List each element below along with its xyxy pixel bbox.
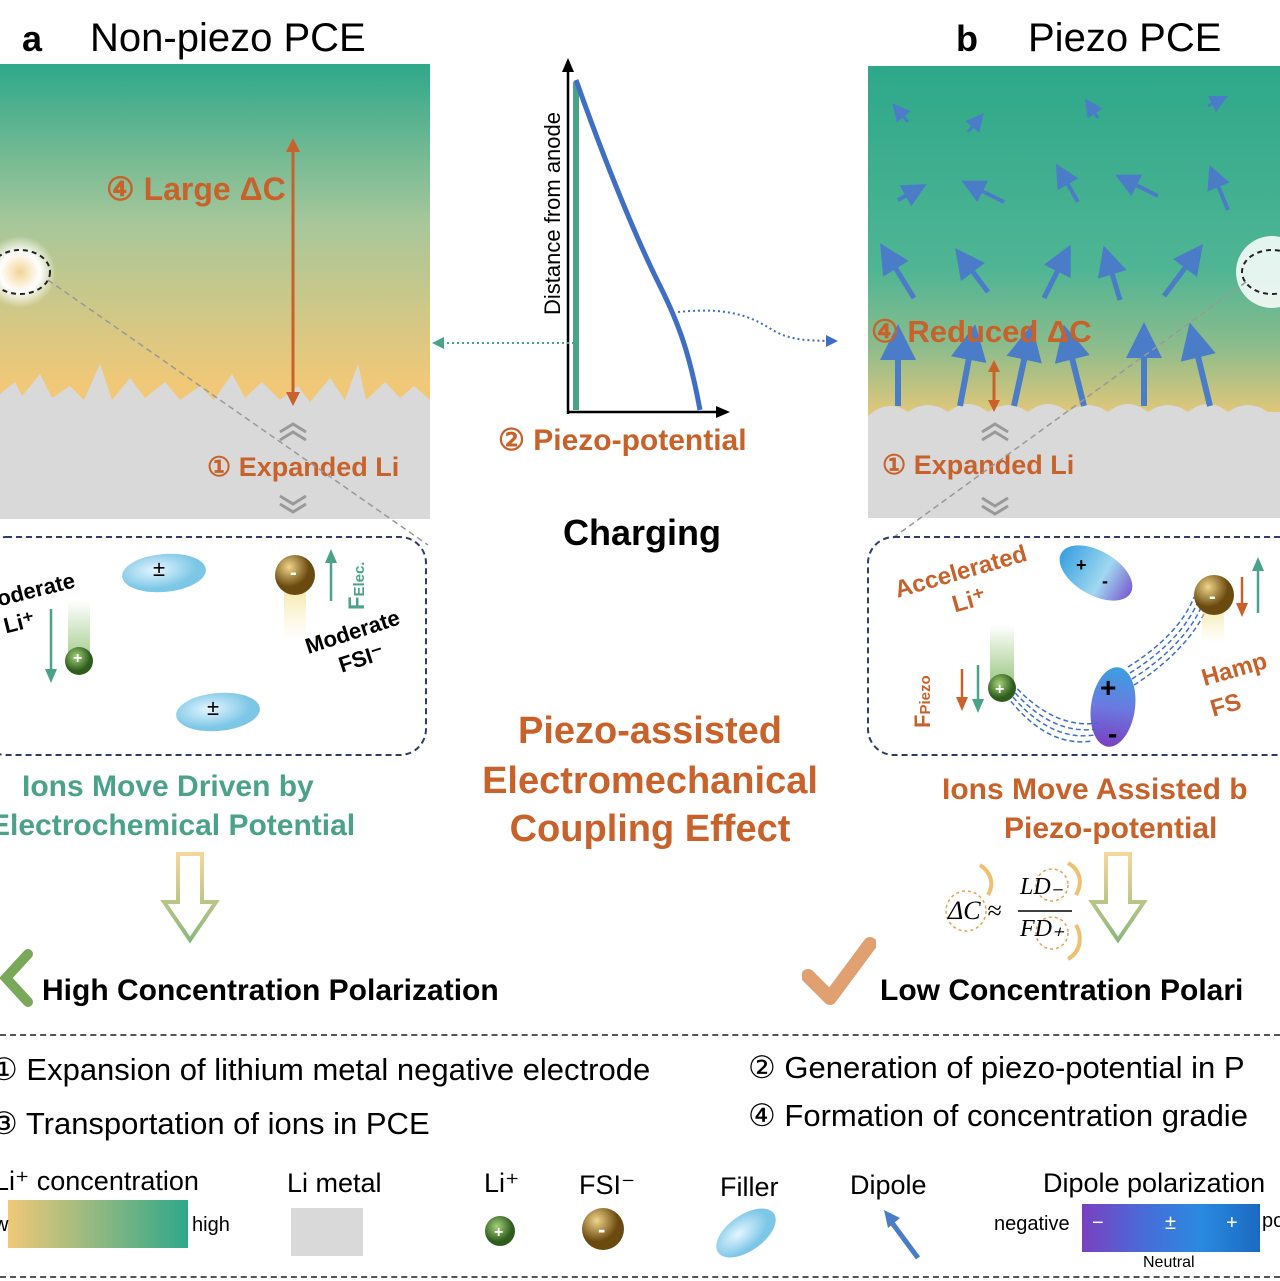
high-polarization-label: High Concentration Polarization <box>42 974 499 1007</box>
y-axis-label: Distance from anode <box>540 112 565 315</box>
legend-pm: ± <box>1165 1212 1176 1234</box>
piezo-curve <box>573 79 703 411</box>
caption-a-line1: Ions Move Driven by <box>22 770 314 803</box>
legend-fsi: FSI⁻ <box>579 1170 636 1200</box>
f-piezo-label: FPiezo <box>910 675 935 728</box>
charging-label: Charging <box>563 512 721 553</box>
formula-denominator: FD₊ <box>1020 916 1065 942</box>
panel-b-title: Piezo PCE <box>1028 16 1222 60</box>
legend-fsi-icon: - <box>582 1208 624 1250</box>
fsi-ion <box>275 555 315 595</box>
dipole-filler-large <box>1090 667 1136 747</box>
ion-inset-b: + - + - + - <box>867 536 1280 756</box>
legend-neutral: Neutral <box>1143 1254 1195 1271</box>
legend-filler-icon <box>716 1208 776 1258</box>
legend-negative: negative <box>994 1213 1070 1235</box>
li-ion <box>988 674 1016 702</box>
large-delta-c-label: ④ Large ΔC <box>106 171 286 207</box>
zoom-circle-a <box>0 249 51 295</box>
note-2: ② Generation of piezo-potential in P <box>748 1050 1245 1085</box>
down-arrow-b <box>1088 852 1148 944</box>
legend-high: high <box>192 1214 230 1236</box>
legend-li-ion-icon: + <box>485 1216 515 1246</box>
li-ion <box>65 647 93 675</box>
expanded-li-label-a: ① Expanded Li <box>207 452 400 482</box>
panel-b-letter: b <box>956 18 978 59</box>
fsi-ion <box>1194 575 1234 615</box>
formula-lhs: ΔC ≈ <box>948 896 1002 925</box>
svg-text:+: + <box>494 1224 503 1241</box>
piezo-potential-plot <box>562 58 730 418</box>
panel-a-title: Non-piezo PCE <box>90 16 366 60</box>
reduced-delta-c-label: ④ Reduced ΔC <box>871 314 1092 349</box>
caption-b-line2: Piezo-potential <box>1004 812 1218 845</box>
effect-line2: Electromechanical <box>482 760 818 802</box>
svg-text:+: + <box>1100 672 1116 703</box>
svg-text:-: - <box>1108 718 1117 749</box>
effect-line3: Coupling Effect <box>509 808 791 850</box>
svg-text:+: + <box>995 681 1004 698</box>
filler-symbol: ± <box>207 695 220 720</box>
legend-dipole: Dipole <box>850 1170 927 1200</box>
zoom-circle-b <box>1241 249 1280 295</box>
cross-mark-icon <box>0 949 33 1007</box>
legend-polarization-bar <box>1082 1204 1260 1252</box>
piezo-potential-label: ② Piezo-potential <box>498 424 747 457</box>
low-polarization-label: Low Concentration Polari <box>880 974 1244 1007</box>
note-1: ① Expansion of lithium metal negative el… <box>0 1052 651 1087</box>
caption-b-line1: Ions Move Assisted b <box>942 773 1248 806</box>
check-mark-icon <box>802 937 876 1005</box>
fsi-minus-sign: - <box>290 562 297 584</box>
legend-li-metal-swatch <box>291 1208 363 1256</box>
legend-low: w <box>0 1214 9 1236</box>
expanded-li-label-b: ① Expanded Li <box>882 450 1075 480</box>
panel-a-letter: a <box>22 18 43 59</box>
filler-symbol: ± <box>153 556 166 581</box>
legend-li-ion: Li⁺ <box>484 1168 520 1198</box>
svg-text:-: - <box>1209 586 1216 608</box>
down-arrow-a <box>160 852 220 944</box>
svg-text:+: + <box>1076 555 1087 575</box>
divider-top <box>0 1034 1280 1036</box>
legend-filler: Filler <box>720 1172 779 1202</box>
f-elec-label: FElec. <box>344 561 369 610</box>
legend-minus: − <box>1092 1212 1104 1234</box>
note-3: ③ Transportation of ions in PCE <box>0 1106 430 1141</box>
legend-plus: + <box>1226 1212 1238 1234</box>
legend-dipole-icon <box>884 1210 921 1260</box>
ion-inset-a: ) <box>0 536 427 756</box>
legend-li-conc: Li⁺ concentration <box>0 1166 199 1196</box>
dotted-arrow-left <box>432 337 574 349</box>
caption-a-line2: Electrochemical Potential <box>0 809 356 842</box>
legend-li-metal: Li metal <box>287 1168 382 1198</box>
effect-line1: Piezo-assisted <box>518 710 782 752</box>
filler-particle <box>122 553 206 593</box>
formula-decoration <box>945 861 1082 961</box>
formula-numerator: LD₋ <box>1020 874 1064 900</box>
note-4: ④ Formation of concentration gradie <box>748 1098 1248 1133</box>
panel-a-electrolyte <box>0 64 430 519</box>
divider-bottom <box>0 1276 1280 1278</box>
legend-dipole-pol: Dipole polarization <box>1043 1168 1266 1198</box>
legend-gradient-bar <box>8 1200 188 1248</box>
filler-particle <box>176 692 260 732</box>
dotted-arrow-right <box>677 309 838 347</box>
dipole-filler <box>1059 545 1133 601</box>
legend-positive: po <box>1262 1210 1280 1232</box>
svg-text:-: - <box>598 1217 605 1242</box>
svg-text:-: - <box>1102 571 1108 591</box>
li-plus-sign: + <box>73 650 83 667</box>
